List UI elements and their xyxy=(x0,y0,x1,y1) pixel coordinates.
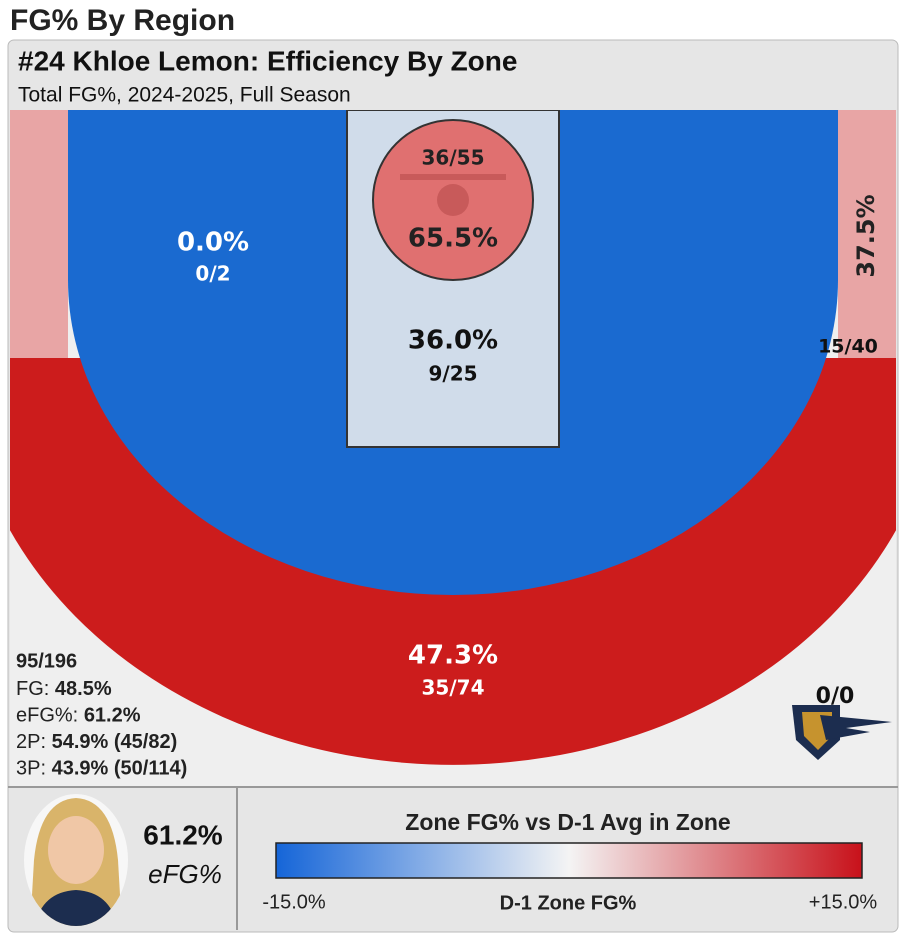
zone-pct: 37.5% xyxy=(852,194,880,277)
summary-value: 61.2% xyxy=(84,705,141,727)
backboard xyxy=(400,174,506,180)
zone-made-att: 36/55 xyxy=(422,146,485,170)
zone-right-corner xyxy=(838,110,896,358)
header-title: #24 Khloe Lemon: Efficiency By Zone xyxy=(18,45,517,76)
summary-label: 2P: xyxy=(16,731,46,753)
legend-title: Zone FG% vs D-1 Avg in Zone xyxy=(405,809,730,835)
summary-value: 48.5% xyxy=(55,678,112,700)
zone-pct: 47.3% xyxy=(408,641,498,671)
summary-label: eFG%: xyxy=(16,705,78,727)
player-efg-label: eFG% xyxy=(148,859,222,889)
summary: FG: 48.5% eFG%: 61.2% 2P: 54.9% (45/82) 3P:… xyxy=(16,678,187,780)
player-photo xyxy=(24,794,128,926)
summary-total: 95/196 xyxy=(16,650,77,672)
zone-made-att: 0/0 xyxy=(816,684,855,709)
legend-axis-label: D-1 Zone FG% xyxy=(500,892,637,914)
zone-left-corner xyxy=(10,110,68,358)
player-efg: 61.2% xyxy=(143,819,222,850)
summary-label: 3P: xyxy=(16,758,46,780)
summary-line: FG: 48.5% xyxy=(16,678,112,700)
legend-min: -15.0% xyxy=(262,891,326,913)
zone-made-att: 35/74 xyxy=(422,676,485,700)
court xyxy=(10,110,896,786)
rim xyxy=(437,184,469,216)
summary-value: 43.9% (50/114) xyxy=(52,758,188,780)
summary-label: FG: xyxy=(16,678,49,700)
zone-made-att: 15/40 xyxy=(818,336,878,358)
zone-pct: 36.0% xyxy=(408,326,498,356)
legend-colorbar xyxy=(275,842,863,879)
header-subtitle: Total FG%, 2024-2025, Full Season xyxy=(18,84,351,107)
page-title: FG% By Region xyxy=(10,4,235,37)
zone-pct: 65.5% xyxy=(408,224,498,254)
summary-value: 54.9% (45/82) xyxy=(52,731,178,753)
team-logo xyxy=(792,705,892,760)
legend-max: +15.0% xyxy=(809,891,878,913)
summary-line: 2P: 54.9% (45/82) xyxy=(16,731,177,753)
zone-made-att: 0/2 xyxy=(195,262,230,286)
summary-line: eFG%: 61.2% xyxy=(16,705,141,727)
zone-pct: 0.0% xyxy=(177,228,249,258)
zone-made-att: 9/25 xyxy=(428,362,477,386)
summary-line: 3P: 43.9% (50/114) xyxy=(16,758,187,780)
